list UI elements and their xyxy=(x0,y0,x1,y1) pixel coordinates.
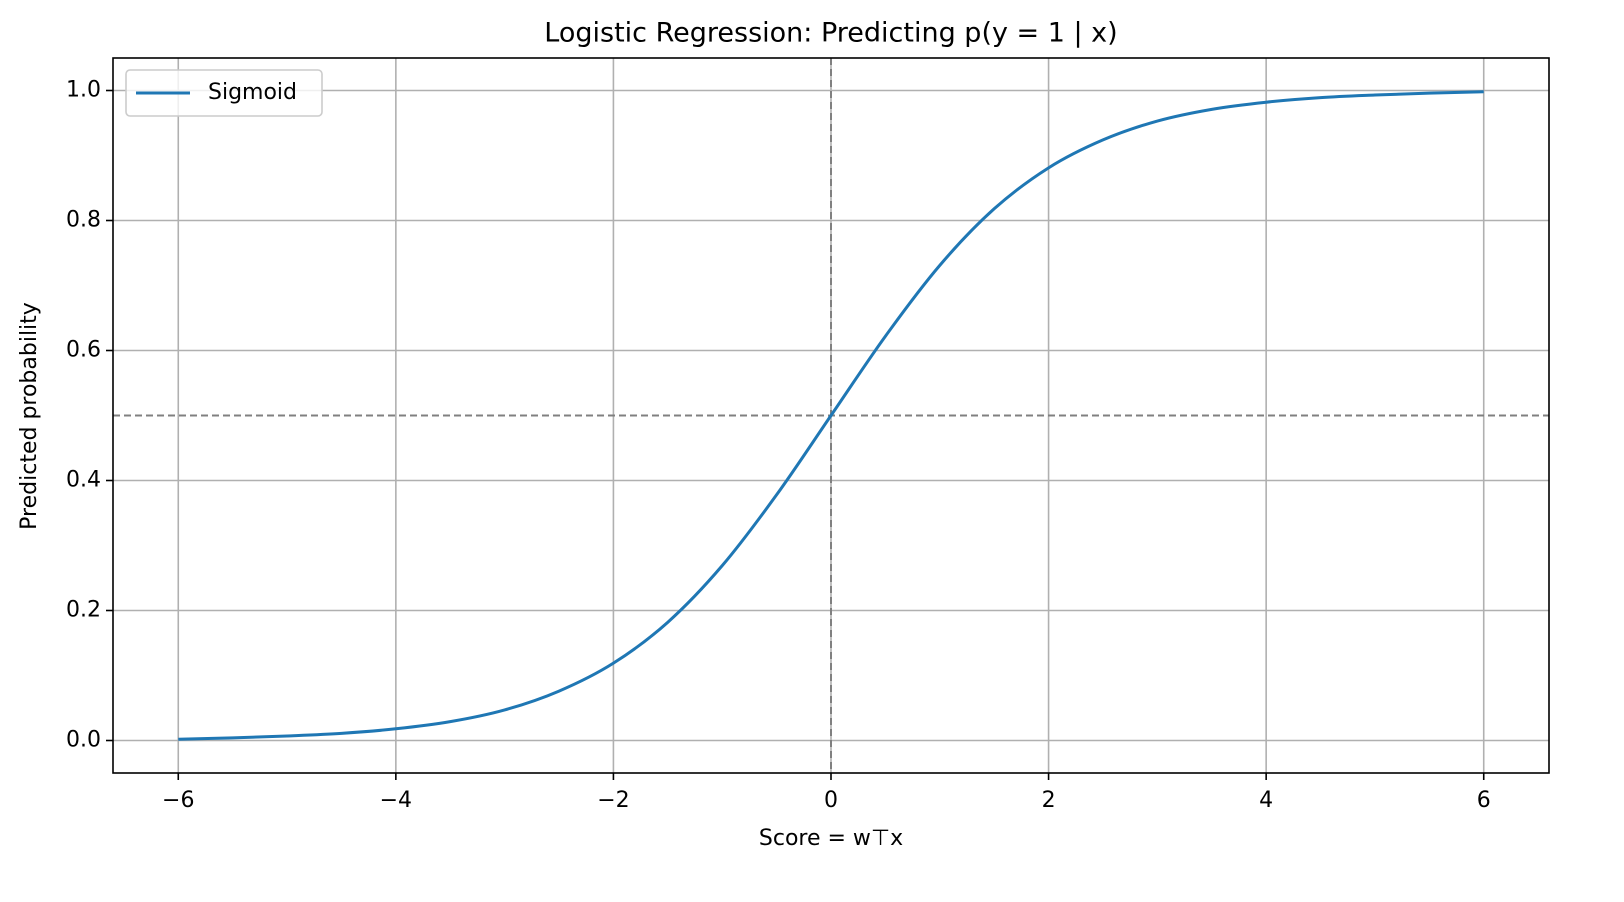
y-tick-label: 0.8 xyxy=(66,208,101,233)
legend-label: Sigmoid xyxy=(208,80,297,105)
x-tick-label: −6 xyxy=(162,788,194,813)
x-tick-label: 0 xyxy=(824,788,838,813)
y-tick-label: 0.0 xyxy=(66,728,101,753)
y-tick-label: 0.2 xyxy=(66,598,101,623)
x-axis-label: Score = w⊤x xyxy=(759,826,903,851)
x-tick-label: 4 xyxy=(1259,788,1273,813)
x-tick-label: 6 xyxy=(1477,788,1491,813)
x-tick-label: 2 xyxy=(1042,788,1056,813)
plot-frame xyxy=(112,57,1550,774)
legend-box xyxy=(125,69,323,117)
y-tick-label: 0.4 xyxy=(66,468,101,493)
y-tick-label: 1.0 xyxy=(66,78,101,103)
series-line xyxy=(178,90,1484,741)
chart-title: Logistic Regression: Predicting p(y = 1 … xyxy=(544,18,1117,49)
y-axis-label: Predicted probability xyxy=(17,302,42,530)
y-tick-label: 0.6 xyxy=(66,338,101,363)
x-tick-label: −2 xyxy=(597,788,629,813)
x-tick-label: −4 xyxy=(380,788,412,813)
